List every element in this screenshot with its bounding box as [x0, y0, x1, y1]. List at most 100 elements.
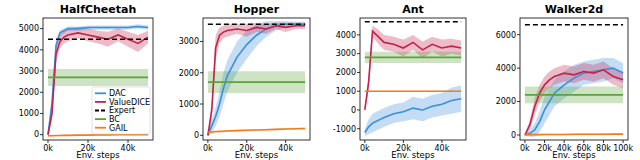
y-tick-label: 4000 — [19, 46, 39, 55]
series-line — [208, 24, 305, 135]
y-tick-label: 2000 — [179, 69, 199, 78]
legend: DACValueDICEExpertBCGAIL — [92, 87, 150, 134]
x-tick-label: 0k — [43, 144, 53, 153]
x-tick-label: 100k — [613, 144, 633, 153]
y-tick-label: 0 — [194, 131, 199, 140]
x-tick — [364, 140, 365, 143]
y-tick-label: 3000 — [19, 67, 39, 76]
error-band — [365, 26, 461, 112]
x-tick — [246, 140, 247, 143]
y-tick-label: 4000 — [496, 64, 516, 73]
series-line — [208, 81, 305, 83]
legend-box — [92, 87, 150, 134]
series-line — [208, 26, 305, 135]
y-tick — [40, 92, 43, 93]
y-tick — [200, 41, 203, 42]
error-band — [48, 69, 148, 86]
y-tick-label: -1000 — [333, 125, 356, 134]
y-tick — [40, 49, 43, 50]
y-tick-label: 5000 — [19, 24, 39, 33]
y-tick — [40, 71, 43, 72]
frame — [360, 18, 466, 140]
x-tick — [544, 140, 545, 143]
legend-swatch — [95, 127, 106, 129]
x-tick-label: 20k — [537, 144, 552, 153]
x-tick — [441, 140, 442, 143]
x-tick-label: 40k — [121, 144, 136, 153]
x-axis-label: Env. steps — [391, 150, 435, 160]
panel: 0k20k40k60k80k100k0200040006000Walker2dE… — [496, 3, 634, 160]
x-tick-label: 0k — [360, 144, 370, 153]
x-tick — [564, 140, 565, 143]
y-tick-label: 2000 — [19, 88, 39, 97]
x-tick — [583, 140, 584, 143]
y-tick — [357, 91, 360, 92]
panel: 0k20k40k010002000300040005000HalfCheetah… — [19, 3, 153, 160]
y-tick — [40, 113, 43, 114]
y-tick — [40, 134, 43, 135]
y-tick-label: 1000 — [179, 100, 199, 109]
series-line — [365, 57, 461, 59]
panel: 0k20k40k-100001000200030004000AntEnv. st… — [333, 3, 466, 160]
y-tick — [200, 72, 203, 73]
series-line — [208, 128, 305, 132]
title: Ant — [402, 3, 424, 16]
figure: 0k 20k 40k 0 1000 2000 3000 4000 5000 HalfCheetah… — [0, 0, 640, 160]
series-line — [525, 24, 623, 26]
x-axis-label: Env. steps — [552, 150, 596, 160]
series-line — [525, 133, 623, 135]
error-band — [208, 127, 305, 133]
y-tick — [357, 53, 360, 54]
y-tick-label: 3000 — [179, 37, 199, 46]
y-tick — [200, 104, 203, 105]
error-band — [525, 58, 623, 137]
x-tick — [128, 140, 129, 143]
x-tick — [524, 140, 525, 143]
x-tick — [285, 140, 286, 143]
series-line — [525, 70, 623, 135]
series-line — [525, 68, 623, 135]
plot-data — [525, 25, 623, 137]
y-tick — [517, 68, 520, 69]
error-band — [208, 21, 305, 137]
series-line — [365, 90, 461, 92]
error-band — [365, 52, 461, 63]
y-tick-label: 1000 — [19, 109, 39, 118]
error-band — [525, 61, 623, 135]
y-tick — [357, 72, 360, 73]
panel: 0k20k40k0100020003000HopperEnv. steps — [179, 3, 310, 160]
x-tick-label: 40k — [278, 144, 293, 153]
y-tick-label: 2000 — [496, 97, 516, 106]
series-line — [48, 135, 148, 136]
title: Walker2d — [545, 3, 603, 16]
frame — [203, 18, 310, 140]
y-tick-label: 0 — [351, 106, 356, 115]
y-tick — [357, 109, 360, 110]
y-tick-label: 0 — [511, 131, 516, 140]
legend-swatch — [95, 110, 106, 112]
legend-swatch — [95, 92, 106, 94]
legend-swatch — [95, 118, 106, 120]
series-line — [525, 94, 623, 96]
frame — [520, 18, 628, 140]
y-tick-label: 3000 — [336, 49, 356, 58]
title: HalfCheetah — [60, 3, 137, 16]
title: Hopper — [234, 3, 280, 16]
y-tick — [357, 34, 360, 35]
y-tick-label: 6000 — [496, 31, 516, 40]
error-band — [48, 134, 148, 136]
x-tick — [48, 140, 49, 143]
series-line — [365, 31, 461, 110]
y-tick-label: 2000 — [336, 68, 356, 77]
error-band — [208, 23, 305, 137]
x-tick — [623, 140, 624, 143]
x-tick-label: 0k — [520, 144, 530, 153]
x-tick — [207, 140, 208, 143]
x-tick — [603, 140, 604, 143]
error-band — [365, 91, 461, 92]
legend-swatch — [95, 101, 106, 103]
y-tick — [40, 28, 43, 29]
error-band — [525, 87, 623, 104]
series-line — [48, 77, 148, 79]
series-line — [365, 99, 461, 133]
